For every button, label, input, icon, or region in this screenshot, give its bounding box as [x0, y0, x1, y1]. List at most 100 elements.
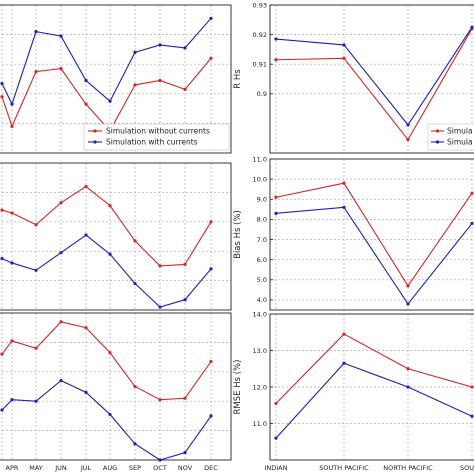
data-point [34, 268, 38, 272]
y-tick-label: 12.0 [253, 383, 267, 391]
data-point [158, 78, 162, 83]
axes-frame [269, 158, 474, 311]
legend-label: Simulation with currents [106, 138, 198, 147]
data-point [158, 43, 162, 47]
data-point [406, 138, 410, 142]
panel-left-bottom: APR MAY JUN JUL AUG SEP OCT NOV DEC [0, 312, 232, 472]
data-point [183, 262, 187, 267]
y-tick-label: 8.0 [257, 216, 267, 224]
x-tick-label: SEP [129, 464, 141, 472]
data-point [34, 70, 38, 74]
data-point [133, 83, 137, 87]
axes-frame [0, 162, 232, 311]
data-point [108, 204, 112, 208]
axes-frame [269, 4, 474, 154]
y-axis-label: RMSE Hs (%) [233, 360, 243, 415]
data-point [209, 414, 213, 418]
series-line-with-currents [275, 206, 473, 305]
data-point [59, 251, 63, 255]
y-tick-label: 11.0 [253, 420, 267, 428]
data-point [0, 208, 4, 212]
data-point [59, 34, 63, 38]
data-point [133, 384, 137, 389]
data-point [0, 352, 4, 356]
data-point [108, 351, 112, 355]
data-point [406, 367, 410, 371]
data-point [274, 211, 278, 215]
data-point [10, 102, 14, 106]
data-point [0, 408, 4, 412]
data-point [183, 298, 187, 302]
legend: Simulation without currents Simulation wi… [83, 123, 230, 151]
data-point [158, 264, 162, 268]
series-line-without-currents [275, 333, 473, 404]
data-point [158, 305, 162, 309]
x-tick-label: APR [6, 464, 19, 472]
data-point [470, 221, 474, 226]
data-point [133, 281, 137, 286]
data-point [470, 25, 474, 29]
y-tick-label: 14.0 [253, 310, 267, 318]
series-line-with-currents [1, 17, 212, 106]
data-point [209, 16, 213, 20]
data-point [10, 398, 14, 402]
x-tick-label: OCT [153, 464, 167, 472]
data-point [183, 396, 187, 400]
y-tick-label: 11.0 [253, 155, 267, 163]
data-point [183, 451, 187, 455]
legend-label: Simula [447, 127, 473, 136]
x-tick-label: JUL [80, 464, 92, 472]
data-point [84, 233, 88, 237]
y-tick-label: 10.0 [253, 175, 267, 183]
data-point [108, 99, 112, 103]
y-tick-label: 9.0 [257, 196, 267, 204]
data-point [84, 78, 88, 83]
data-point [406, 385, 410, 389]
series-line-with-currents [1, 379, 212, 461]
panel-right-mid: 4.0 5.0 6.0 7.0 8.0 9.0 10.0 11.0 Bias Hs (%) [233, 155, 474, 311]
data-point [133, 50, 137, 54]
data-point [342, 43, 346, 47]
series-line-without-currents [275, 28, 473, 141]
series-line-with-currents [275, 26, 473, 126]
data-point [209, 359, 213, 364]
data-point [84, 102, 88, 106]
data-point [133, 442, 137, 446]
data-point [274, 58, 278, 62]
data-point [59, 379, 63, 383]
data-point [274, 436, 278, 440]
data-point [183, 87, 187, 91]
data-point [274, 195, 278, 199]
data-point [209, 220, 213, 224]
data-point [10, 261, 14, 265]
data-point [84, 390, 88, 394]
data-point [10, 124, 14, 128]
data-point [342, 361, 346, 365]
y-tick-label: 6.0 [257, 256, 267, 264]
data-point [342, 181, 346, 185]
data-point [209, 267, 213, 271]
x-tick-label: MAY [29, 464, 43, 472]
y-tick-label: 5.0 [257, 276, 267, 284]
y-tick-label: 0.9 [257, 90, 267, 98]
legend-box [427, 123, 474, 151]
data-point [209, 56, 213, 60]
panel-left-top [0, 4, 232, 154]
legend-label: Simula [447, 138, 473, 147]
data-point [133, 239, 137, 243]
y-tick-label: 0.92 [253, 31, 267, 39]
axes-frame [0, 4, 232, 154]
y-tick-label: 0.93 [253, 1, 267, 9]
x-tick-label: INDIAN [264, 464, 287, 472]
legend-marker [93, 140, 97, 144]
data-point [470, 385, 474, 389]
x-tick-label: SOU [460, 464, 474, 472]
data-point [406, 123, 410, 127]
series-line-without-currents [1, 185, 212, 267]
y-tick-label: 7.0 [257, 236, 267, 244]
x-tick-label: NORTH PACIFIC [383, 464, 433, 472]
x-tick-label: DEC [204, 464, 218, 472]
data-point [59, 67, 63, 71]
data-point [470, 414, 474, 418]
legend-marker [435, 129, 440, 133]
